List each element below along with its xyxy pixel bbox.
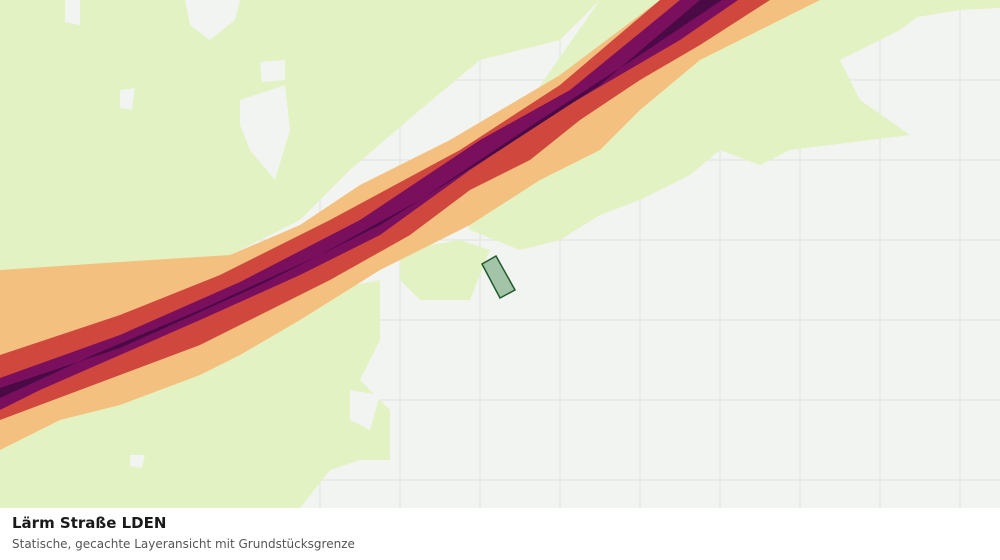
noise-band-70 — [0, 0, 738, 410]
map-title: Lärm Straße LDEN — [12, 514, 167, 532]
map-subtitle: Statische, gecachte Layeransicht mit Gru… — [12, 537, 355, 551]
open-patches — [65, 0, 380, 468]
map-caption: Lärm Straße LDEN Statische, gecachte Lay… — [0, 508, 1000, 560]
noise-map — [0, 0, 1000, 508]
parcel-boundary[interactable] — [480, 254, 517, 300]
